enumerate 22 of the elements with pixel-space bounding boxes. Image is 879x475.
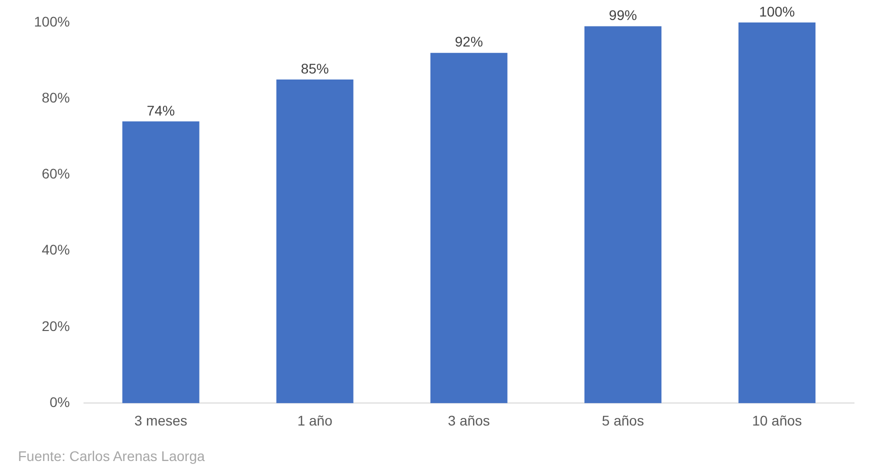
data-label: 92% [454,34,483,50]
data-label: 99% [608,7,637,24]
data-label: 100% [759,3,795,20]
y-tick-label: 20% [42,318,70,334]
data-label: 74% [146,102,175,118]
bar [430,52,508,404]
y-tick-label: 80% [42,89,70,106]
x-tick-label: 10 años [752,412,802,428]
y-tick-label: 40% [42,242,70,258]
x-tick-label: 3 años [448,412,490,428]
bar [122,121,200,404]
bar [276,80,354,404]
y-tick-label: 60% [42,166,70,182]
source-note: Fuente: Carlos Arenas Laorga [18,448,205,464]
x-tick-label: 1 año [297,412,333,428]
x-tick-label: 3 meses [134,412,188,428]
data-label: 85% [300,60,329,76]
y-tick-label: 100% [34,13,70,30]
x-tick-label: 5 años [602,412,644,428]
bar [584,26,662,404]
y-tick-label: 0% [50,394,70,410]
bar [738,22,816,404]
